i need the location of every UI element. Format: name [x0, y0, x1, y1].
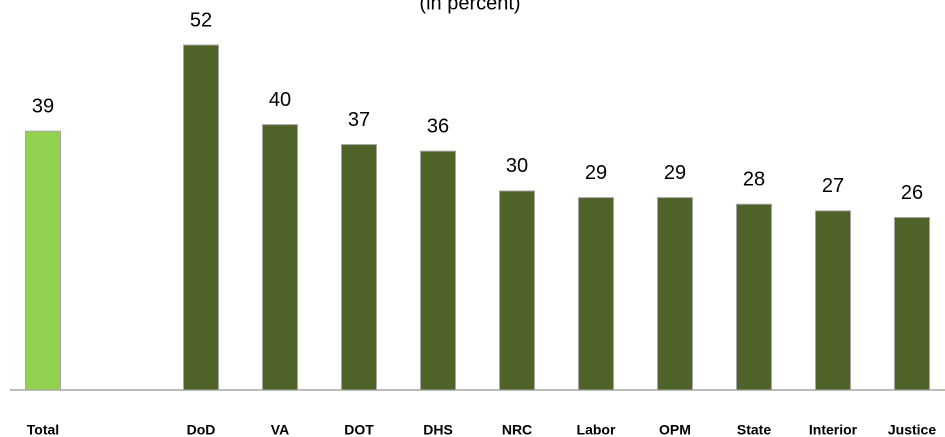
chart-subtitle: (in percent) [419, 0, 520, 14]
x-tick-label: Interior [809, 422, 858, 437]
value-label: 28 [743, 169, 765, 191]
value-label: 26 [901, 182, 923, 204]
value-label: 27 [822, 175, 844, 197]
bar [578, 197, 614, 391]
bar [736, 203, 772, 391]
bar [894, 217, 930, 391]
value-label: 39 [32, 96, 54, 118]
value-label: 30 [506, 155, 528, 177]
value-label: 29 [664, 162, 686, 184]
value-label: 36 [427, 115, 449, 137]
bar [25, 130, 61, 391]
x-tick-label: DoD [187, 422, 216, 437]
x-tick-label: Labor [577, 422, 616, 437]
x-tick-label: State [737, 422, 771, 437]
x-tick-label: Total [27, 422, 59, 437]
x-tick-label: OPM [659, 422, 691, 437]
x-tick-label: DHS [423, 422, 453, 437]
bar [341, 144, 377, 391]
value-label: 29 [585, 162, 607, 184]
x-tick-label: NRC [502, 422, 532, 437]
x-tick-label: VA [271, 422, 289, 437]
value-label: 37 [348, 109, 370, 131]
bar [657, 197, 693, 391]
bar [499, 190, 535, 391]
bar [815, 210, 851, 391]
bar [420, 150, 456, 391]
x-tick-label: DOT [344, 422, 374, 437]
x-tick-label: Justice [888, 422, 936, 437]
value-label: 52 [190, 9, 212, 31]
bar [262, 124, 298, 391]
bar [183, 44, 219, 391]
value-label: 40 [269, 89, 291, 111]
